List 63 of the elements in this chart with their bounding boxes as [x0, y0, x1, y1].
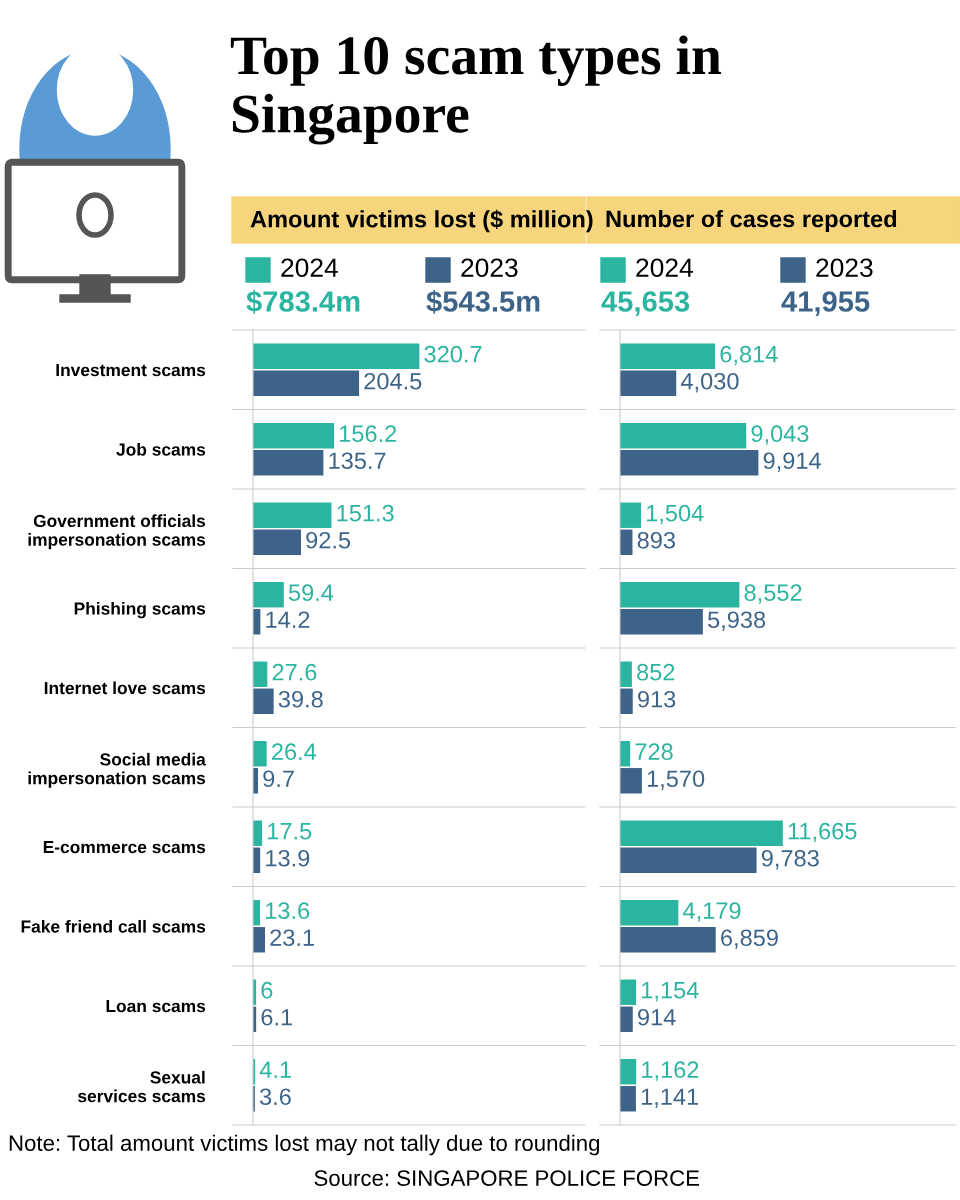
data-label: 1,570 — [647, 770, 705, 790]
text: 41,955 — [781, 291, 870, 317]
data-label: 9,783 — [761, 849, 819, 870]
y-tick-label: Loan scams — [106, 1000, 206, 1013]
y-tick-label: Sexual services scams — [78, 1070, 206, 1103]
data-label: 92.5 — [306, 531, 351, 549]
data-label: 6.1 — [261, 1008, 292, 1026]
data-label: 1,141 — [641, 1088, 699, 1108]
data-label: 4,179 — [683, 902, 741, 922]
data-label: 8,552 — [744, 584, 802, 604]
data-label: 39.8 — [278, 690, 323, 708]
text: 45,653 — [601, 291, 690, 317]
data-label: 6,814 — [720, 345, 778, 366]
y-tick-label: Investment scams — [56, 364, 206, 377]
data-label: 59.4 — [288, 584, 334, 602]
y-tick-label: Internet love scams — [44, 681, 206, 695]
data-label: 156.2 — [340, 425, 397, 443]
data-label: 14.2 — [266, 611, 310, 628]
text: 2023 — [816, 258, 873, 278]
text: Note: Total amount victims lost may not tally due to rounding — [9, 1134, 600, 1156]
chart-subtitle: Number of cases reported — [606, 210, 897, 233]
data-label: 17.5 — [268, 823, 312, 840]
y-tick-label: E-commerce scams — [43, 841, 206, 854]
y-tick-label: Social media impersonation scams — [28, 752, 206, 788]
data-label: 728 — [635, 743, 673, 761]
data-label: 11,665 — [788, 822, 857, 843]
y-tick-label: Government officials impersonation scams — [28, 514, 206, 550]
y-tick-label: Job scams — [116, 442, 206, 456]
legend-label: 2023 — [461, 258, 518, 278]
data-label: 320.7 — [424, 345, 482, 363]
data-label: 1,162 — [642, 1061, 699, 1081]
y-tick-label: Fake friend call scams — [21, 919, 206, 933]
data-label: 6 — [261, 981, 273, 999]
data-label: 4,030 — [680, 372, 739, 393]
data-label: 9,043 — [751, 425, 809, 445]
text: 2024 — [636, 258, 693, 278]
data-label: 135.7 — [329, 452, 386, 470]
data-label: 893 — [637, 531, 675, 549]
data-label: 23.1 — [270, 929, 314, 947]
data-label: 151.3 — [337, 504, 394, 522]
text: $543.5m — [426, 289, 540, 314]
data-label: 1,504 — [646, 504, 704, 525]
data-label: 9,914 — [763, 452, 821, 472]
data-label: 26.4 — [272, 743, 317, 761]
source-note: Source: SINGAPORE POLICE FORCE — [314, 1170, 700, 1186]
y-tick-label: Phishing scams — [74, 601, 206, 619]
data-label: 1,154 — [642, 982, 699, 1002]
chart-title: Top 10 scam types in Singapore — [230, 35, 722, 145]
legend-label: 2024 — [281, 258, 338, 278]
data-label: 3.6 — [259, 1088, 291, 1106]
data-label: 13.9 — [266, 849, 310, 867]
data-label: 913 — [638, 690, 676, 708]
text: $783.4m — [246, 289, 360, 314]
data-label: 4.1 — [259, 1061, 291, 1078]
data-label: 204.5 — [364, 372, 422, 390]
data-label: 27.6 — [272, 663, 317, 681]
data-label: 5,938 — [708, 611, 766, 631]
data-label: 852 — [637, 663, 675, 681]
data-label: 6,859 — [721, 929, 778, 949]
chart-subtitle: Amount victims lost ($ million) — [250, 209, 593, 233]
data-label: 13.6 — [266, 902, 310, 920]
data-label: 914 — [638, 1008, 676, 1026]
data-label: 9.7 — [263, 770, 294, 788]
